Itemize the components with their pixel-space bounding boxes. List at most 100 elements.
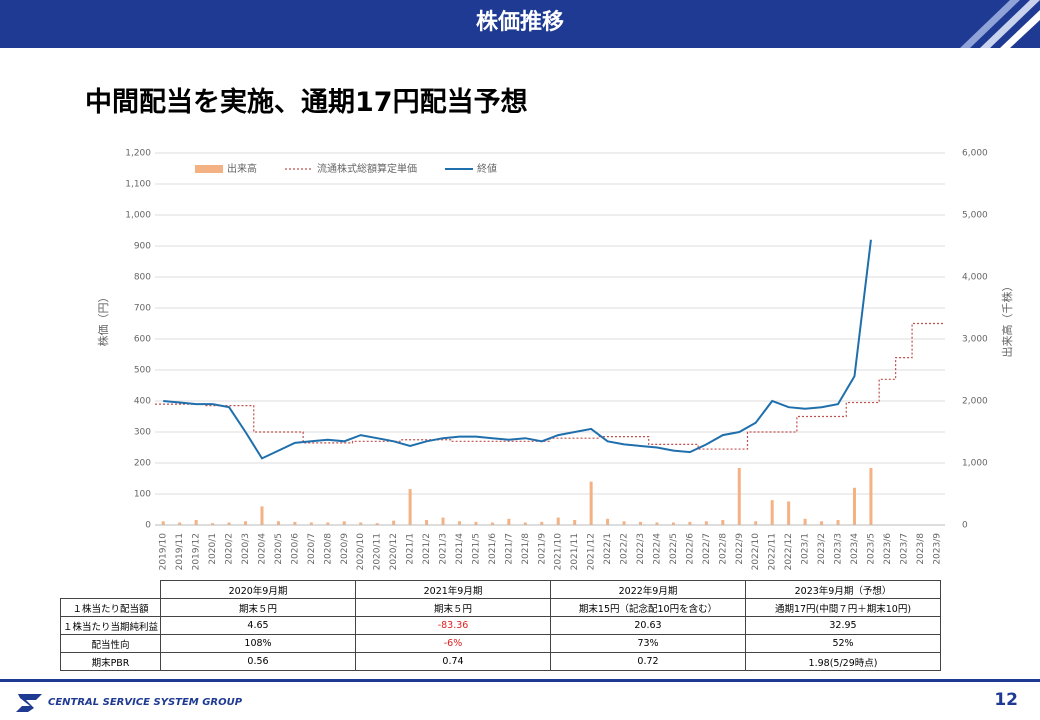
x-tick-label: 2022/1 [603,533,613,565]
volume-bar [244,521,248,525]
x-tick-label: 2021/11 [570,533,580,570]
volume-bar [540,521,544,525]
headline: 中間配当を実施、通期17円配当予想 [85,87,528,118]
volume-bar [507,518,511,525]
column-header: 2023年9月期（予想） [745,580,941,599]
x-tick-label: 2021/3 [439,533,449,565]
table-cell: 期末５円 [355,598,551,617]
y-tick-label: 500 [134,366,151,376]
volume-bar [161,521,165,525]
row-header: 配当性向 [60,634,161,653]
column-header: 2021年9月期 [355,580,551,599]
y-tick-label: 1,000 [125,211,151,221]
volume-bar [704,521,708,525]
x-tick-label: 2022/3 [636,533,646,565]
y-tick-label: 900 [134,242,151,252]
page-number: 12 [994,690,1018,710]
table-cell: 108% [160,634,356,653]
table-cell: 20.63 [550,616,746,635]
table-cell: 73% [550,634,746,653]
y-tick-label: 300 [134,428,151,438]
table-cell: -6% [355,634,551,653]
x-tick-label: 2019/10 [159,533,169,571]
table-cell: 1.98(5/29時点) [745,652,941,671]
x-tick-label: 2021/5 [471,533,481,565]
volume-bar [803,518,807,525]
volume-bar [589,481,593,525]
row-header: １株当たり当期純利益 [60,616,161,635]
y2-tick-label: 1,000 [962,459,988,469]
volume-bar [359,522,363,525]
legend-label: 流通株式総額算定単価 [317,162,417,175]
x-tick-label: 2022/6 [685,533,695,565]
row-header: 期末PBR [60,652,161,671]
table-cell: 4.65 [160,616,356,635]
header-title: 株価推移 [475,10,564,35]
volume-bar [754,521,758,525]
legend-swatch [195,165,223,173]
x-tick-label: 2023/7 [899,533,909,565]
x-tick-label: 2021/10 [554,533,564,571]
volume-bar [606,518,610,525]
x-tick-label: 2020/8 [323,533,333,565]
table-cell: 0.56 [160,652,356,671]
x-tick-label: 2021/6 [488,533,498,565]
volume-bar [639,521,643,525]
x-tick-label: 2021/7 [504,533,514,565]
table-cell: 0.74 [355,652,551,671]
table-row: １株当たり配当額 期末５円 期末５円 期末15円（記念配10円を含む） 通期17円(中間… [60,598,941,617]
x-tick-label: 2020/3 [241,533,251,565]
x-tick-label: 2019/11 [175,533,185,570]
x-tick-label: 2022/4 [652,533,662,565]
x-tick-label: 2022/10 [751,533,761,571]
x-tick-label: 2020/11 [373,533,383,570]
volume-bar [276,521,280,525]
volume-bar [490,522,494,525]
x-tick-label: 2020/12 [389,533,399,570]
volume-bar [721,520,725,525]
volume-bar [293,521,297,525]
volume-bar [194,520,198,525]
table-row: １株当たり当期純利益 4.65 -83.36 20.63 32.95 [60,616,941,635]
y-tick-label: 800 [134,273,151,283]
step-line [155,322,945,450]
table-cell: 52% [745,634,941,653]
volume-bar [425,520,429,525]
stripes [960,0,1040,48]
y2-tick-label: 4,000 [962,273,988,283]
x-tick-label: 2023/8 [916,533,926,565]
logo [16,694,42,712]
volume-bar [737,467,741,525]
volume-bar [441,517,445,525]
company-name: CENTRAL SERVICE SYSTEM GROUP [48,697,243,708]
volume-bar [392,520,396,525]
y2-tick-label: 5,000 [962,211,988,221]
table-cell: 期末15円（記念配10円を含む） [550,598,746,617]
x-tick-label: 2022/11 [768,533,778,570]
x-tick-label: 2023/3 [834,533,844,565]
x-tick-label: 2020/6 [290,533,300,565]
volume-bar [836,520,840,525]
volume-bar [309,522,313,525]
x-tick-label: 2022/5 [669,533,679,565]
table-cell: -83.36 [355,616,551,635]
volume-bar [474,521,478,525]
x-tick-label: 2022/7 [702,533,712,565]
volume-bar [227,522,231,525]
x-tick-label: 2023/1 [801,533,811,565]
table-cell: 期末５円 [160,598,356,617]
y-tick-label: 1,200 [125,149,151,159]
chart: 0 100 200 300 400 500 600 700 800 900 1,000 1,100 1,… [96,149,1014,571]
x-tick-label: 2023/6 [883,533,893,565]
x-tick-label: 2023/4 [850,533,860,565]
volume-bar [688,521,692,525]
x-tick-label: 2022/9 [735,533,745,565]
volume-bar [556,517,560,525]
volume-bar [852,487,856,525]
legend-label: 出来高 [227,162,257,175]
x-tick-label: 2023/9 [932,533,942,565]
header: 株価推移 [0,0,1040,48]
empty-cell [61,581,161,599]
x-tick-label: 2020/7 [307,533,317,565]
